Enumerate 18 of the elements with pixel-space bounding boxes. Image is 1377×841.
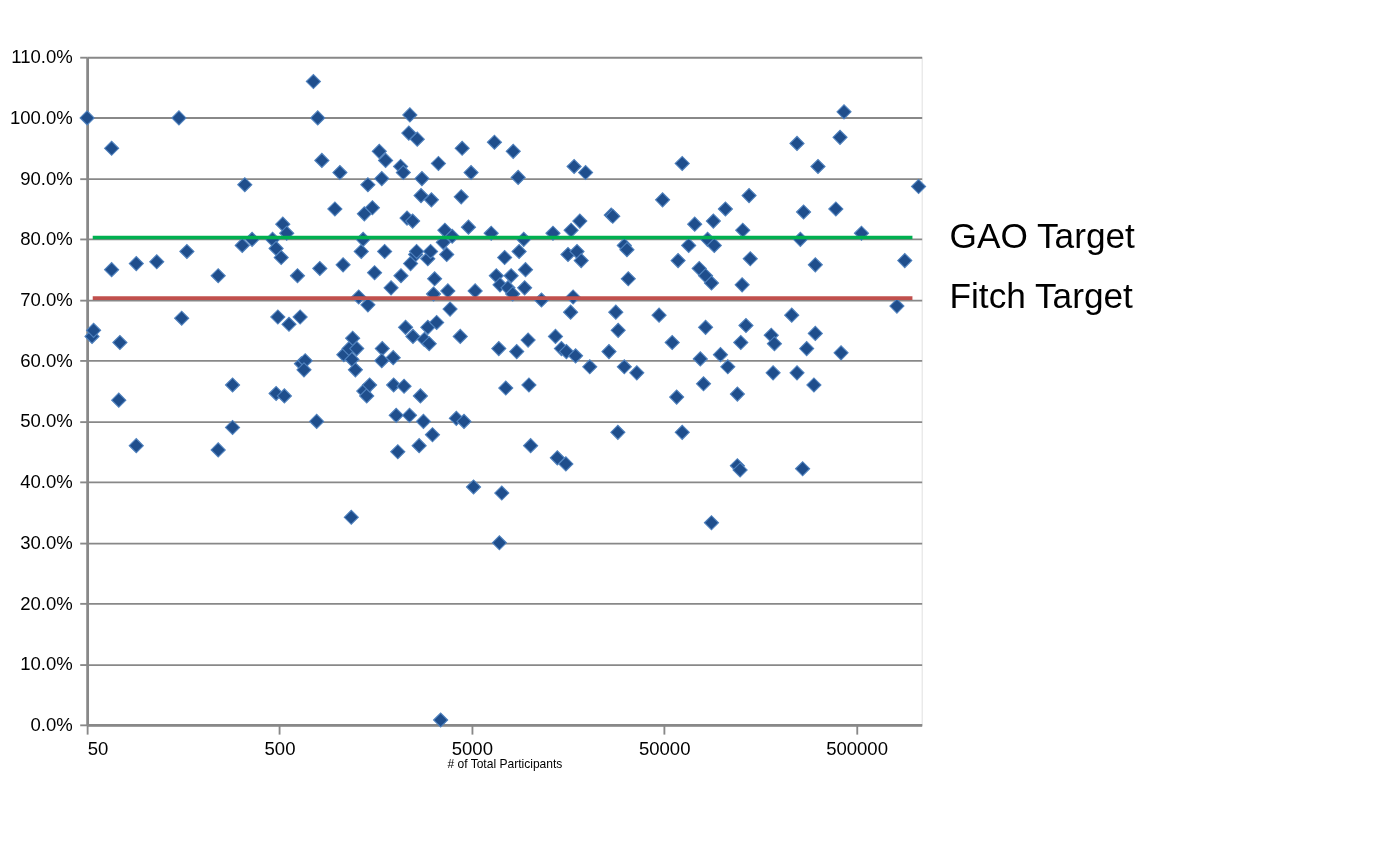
y-tick-label: 60.0%: [20, 349, 73, 371]
y-tick-label: 80.0%: [20, 228, 73, 250]
y-tick-label: 40.0%: [20, 471, 73, 493]
x-tick-label: 500: [264, 738, 296, 760]
y-tick-label: 90.0%: [20, 167, 73, 189]
y-tick-label: 0.0%: [30, 713, 73, 735]
ref-line-label: Fitch Target: [949, 276, 1134, 316]
y-tick-label: 50.0%: [20, 410, 73, 432]
ref-line-label: GAO Target: [949, 215, 1136, 255]
y-tick-label: 30.0%: [20, 531, 73, 553]
y-tick-label: 70.0%: [20, 289, 73, 311]
y-tick-label: 110.0%: [11, 46, 73, 68]
y-tick-label: 10.0%: [20, 653, 73, 675]
x-tick-label: 500000: [826, 738, 888, 760]
y-tick-label: 100.0%: [9, 106, 73, 128]
x-tick-label: 50000: [638, 738, 691, 760]
x-tick-label: 50: [87, 738, 109, 760]
y-tick-label: 20.0%: [20, 592, 73, 614]
